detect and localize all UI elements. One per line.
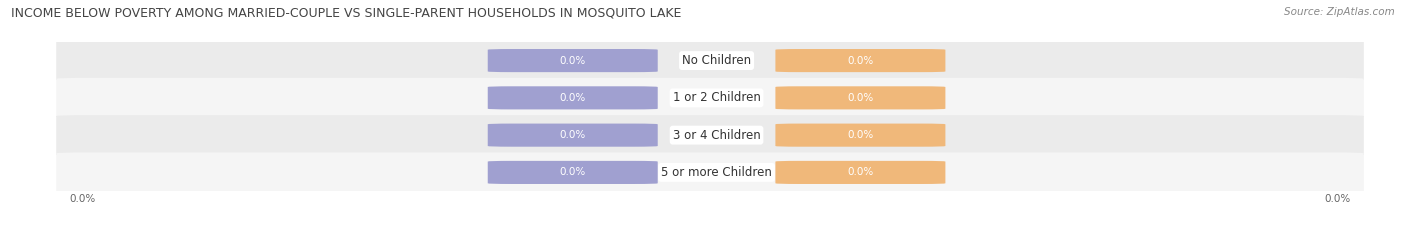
Text: Source: ZipAtlas.com: Source: ZipAtlas.com <box>1284 7 1395 17</box>
Text: 0.0%: 0.0% <box>560 56 586 65</box>
Text: 0.0%: 0.0% <box>560 168 586 177</box>
FancyBboxPatch shape <box>56 41 1364 81</box>
FancyBboxPatch shape <box>488 86 658 110</box>
Text: 0.0%: 0.0% <box>848 93 873 103</box>
Text: 0.0%: 0.0% <box>848 130 873 140</box>
Text: INCOME BELOW POVERTY AMONG MARRIED-COUPLE VS SINGLE-PARENT HOUSEHOLDS IN MOSQUIT: INCOME BELOW POVERTY AMONG MARRIED-COUPL… <box>11 7 682 20</box>
Text: 0.0%: 0.0% <box>560 130 586 140</box>
FancyBboxPatch shape <box>776 49 945 72</box>
Text: 3 or 4 Children: 3 or 4 Children <box>672 129 761 142</box>
FancyBboxPatch shape <box>776 123 945 147</box>
FancyBboxPatch shape <box>488 161 658 184</box>
Text: No Children: No Children <box>682 54 751 67</box>
FancyBboxPatch shape <box>56 78 1364 118</box>
FancyBboxPatch shape <box>56 115 1364 155</box>
FancyBboxPatch shape <box>488 49 658 72</box>
Text: 0.0%: 0.0% <box>560 93 586 103</box>
FancyBboxPatch shape <box>488 123 658 147</box>
FancyBboxPatch shape <box>776 86 945 110</box>
Text: 5 or more Children: 5 or more Children <box>661 166 772 179</box>
FancyBboxPatch shape <box>56 152 1364 192</box>
Text: 0.0%: 0.0% <box>848 56 873 65</box>
FancyBboxPatch shape <box>776 161 945 184</box>
Text: 0.0%: 0.0% <box>848 168 873 177</box>
Text: 1 or 2 Children: 1 or 2 Children <box>672 91 761 104</box>
